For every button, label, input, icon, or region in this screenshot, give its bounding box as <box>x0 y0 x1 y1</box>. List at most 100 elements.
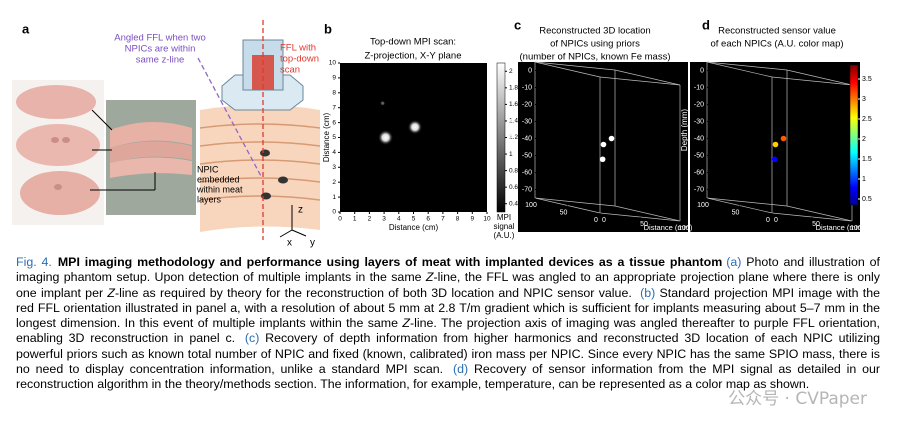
colorbar-tick-label: 1 <box>509 151 513 158</box>
colorbar-tick-label: 1.2 <box>509 134 518 141</box>
point <box>772 141 779 148</box>
colorbar-tick-label: 0.4 <box>509 200 518 207</box>
panel-label: c <box>514 17 521 32</box>
z-tick-label: -60 <box>694 169 704 176</box>
text-line: FFL with <box>280 43 316 54</box>
x-tick-label: 4 <box>397 216 401 223</box>
y-tick-label: 0 <box>332 209 336 216</box>
text-line: (number of NPICs, known Fe mass) <box>520 52 671 63</box>
y-axis-label: Distance (cm) <box>322 112 331 162</box>
x-tick-label: 1 <box>353 216 357 223</box>
caption-segment: -line. The projection axis of imaging wa… <box>16 316 880 346</box>
colorbar-tick-label: 1 <box>862 176 866 183</box>
z-axis-label: Depth (mm) <box>680 109 689 152</box>
phantom-illustration <box>197 20 321 240</box>
z-tick-label: -10 <box>694 84 704 91</box>
axis-letter: x <box>287 238 292 249</box>
text-line: NPICs are within <box>125 44 196 55</box>
image-area <box>340 63 487 212</box>
caption: Fig. 4. MPI imaging methodology and perfo… <box>16 255 880 393</box>
y-tick-label: 100 <box>697 202 709 209</box>
y-tick-label: 9 <box>332 75 336 82</box>
text-line: Z-projection, X-Y plane <box>365 51 462 62</box>
caption-segment: Recovery of sensor information from the … <box>16 362 881 392</box>
z-tick-label: -40 <box>694 135 704 142</box>
colorbar-tick-label: 2 <box>862 136 866 143</box>
x-tick-label: 100 <box>850 225 862 232</box>
text-line: signal <box>494 222 515 231</box>
z-tick-label: 0 <box>700 67 704 74</box>
point <box>780 135 787 142</box>
z-tick-label: -10 <box>522 84 532 91</box>
x-axis-label: Distance (cm) <box>389 223 439 232</box>
spot <box>379 100 386 106</box>
y-tick-label: 3 <box>332 164 336 171</box>
text-line: of each NPICs (A.U. color map) <box>710 39 843 50</box>
box-edge <box>534 61 616 71</box>
caption-segment: (b) <box>640 285 656 300</box>
z-tick-label: -70 <box>522 186 532 193</box>
caption-segment: (a) <box>726 255 742 269</box>
z-tick-label: -50 <box>694 152 704 159</box>
point <box>600 141 607 148</box>
text-line: NPIC <box>197 164 219 174</box>
colorbar-tick-label: 3 <box>862 96 866 103</box>
z-tick-label: -20 <box>522 101 532 108</box>
x-tick-label: 9 <box>470 216 474 223</box>
colorbar-tick-label: 2 <box>509 68 513 75</box>
caption-segment: Z <box>402 316 410 331</box>
colorbar-tick-label: 1.5 <box>862 156 872 163</box>
text-line: of NPICs using priors <box>550 39 640 50</box>
box-edge <box>786 69 853 86</box>
box-edge <box>534 61 601 78</box>
spot <box>407 119 423 135</box>
watermark: 公众号 · CVPaper <box>728 389 867 409</box>
caption-segment: -line, the FFL was angled to an appropri… <box>16 270 880 300</box>
colorbar-tick-label: 2.5 <box>862 116 872 123</box>
z-tick-label: 0 <box>528 67 532 74</box>
x-tick-label: 0 <box>602 217 606 224</box>
x-axis-label: Distance (mm) <box>644 223 693 232</box>
colorbar-tick-label: 1.4 <box>509 118 518 125</box>
colorbar <box>496 62 506 213</box>
x-axis-label: Distance (mm) <box>816 223 865 232</box>
text-line: Top-down MPI scan: <box>370 37 456 48</box>
y-tick-label: 4 <box>332 149 336 156</box>
axes-box <box>534 61 681 222</box>
colorbar-tick-label: 1.6 <box>509 101 518 108</box>
caption-segment: Photo and illustration of imaging phanto… <box>16 255 880 285</box>
x-tick-label: 50 <box>812 221 820 228</box>
x-tick-label: 8 <box>456 216 460 223</box>
caption-segment: (c) <box>244 331 260 346</box>
x-tick-label: 0 <box>338 216 342 223</box>
text-line: MPI <box>497 213 511 222</box>
text-line: within meat <box>196 184 243 194</box>
spot <box>377 129 394 146</box>
colorbar-tick-label: 0.8 <box>509 167 518 174</box>
box-edge <box>706 197 788 207</box>
colorbar-tick-label: 3.5 <box>862 76 872 83</box>
meat-photos <box>12 80 196 225</box>
point <box>599 156 606 163</box>
caption-segment: Fig. 4. <box>16 255 52 269</box>
box-edge <box>771 76 853 86</box>
caption-segment: Standard projection MPI image with the r… <box>16 285 880 331</box>
y-tick-label: 7 <box>332 104 336 111</box>
box-edge <box>534 197 616 207</box>
x-tick-label: 10 <box>483 216 491 223</box>
box-edge <box>706 61 788 71</box>
caption-segment: Z <box>425 270 434 285</box>
caption-segment: (d) <box>452 362 469 377</box>
axis-letter: z <box>298 205 303 216</box>
box-edge <box>614 69 681 86</box>
box-edge <box>599 76 681 86</box>
point <box>771 156 778 163</box>
axis-letter: y <box>310 238 315 249</box>
y-tick-label: 50 <box>732 209 740 216</box>
y-tick-label: 100 <box>525 202 537 209</box>
y-tick-label: 6 <box>332 119 336 126</box>
colorbar-tick-label: 1.8 <box>509 85 518 92</box>
text-line: layers <box>197 194 222 204</box>
panel-label: b <box>324 21 332 36</box>
y-tick-label: 50 <box>560 209 568 216</box>
